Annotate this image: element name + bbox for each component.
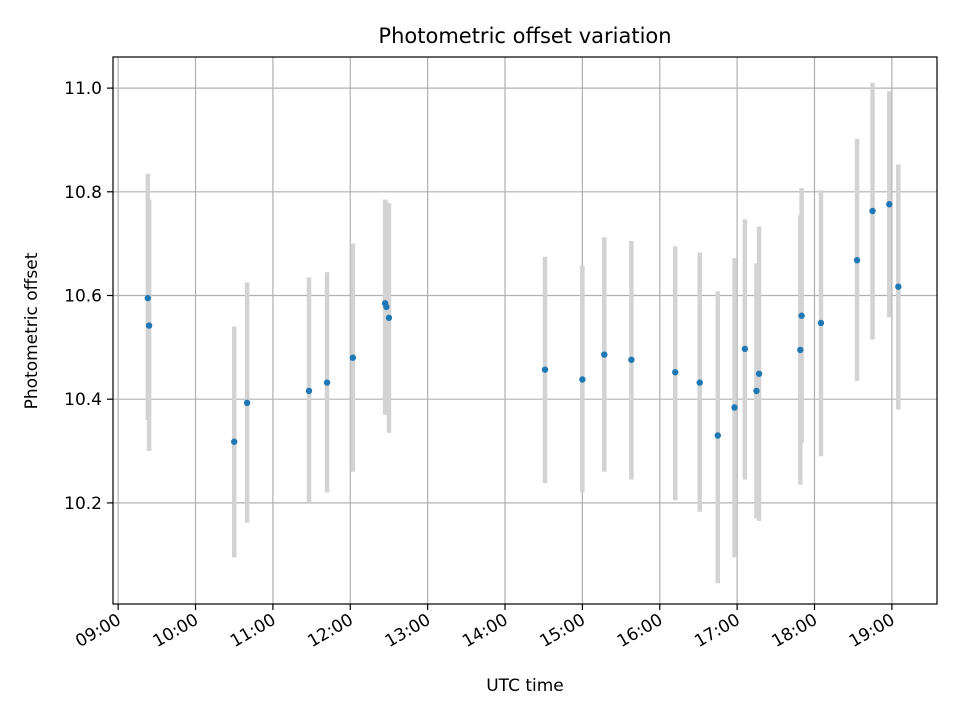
grid-lines (113, 57, 937, 604)
data-point (753, 387, 760, 395)
y-tick-label: 10.4 (64, 390, 102, 410)
data-point (145, 322, 153, 329)
x-tick-label: 16:00 (614, 610, 666, 652)
y-axis-ticks: 10.2 10.4 10.6 10.8 11.0 (64, 79, 113, 514)
data-point (797, 346, 804, 354)
y-tick-label: 10.6 (64, 287, 102, 307)
x-tick-label: 19:00 (846, 610, 898, 652)
data-point (886, 201, 893, 208)
data-point (628, 356, 635, 363)
x-tick-label: 12:00 (304, 610, 356, 652)
x-axis-label: UTC time (486, 676, 564, 696)
error-bars (145, 82, 901, 584)
data-point (696, 379, 703, 386)
plot-frame (112, 56, 938, 605)
data-point (385, 314, 393, 321)
y-axis-label: Photometric offset (22, 252, 42, 409)
data-point (383, 303, 390, 311)
data-point (817, 319, 825, 327)
chart-title: Photometric offset variation (378, 24, 671, 48)
data-point (601, 351, 608, 358)
x-tick-label: 09:00 (72, 610, 124, 652)
x-tick-label: 18:00 (769, 610, 821, 652)
data-point (853, 257, 861, 264)
x-tick-label: 13:00 (382, 610, 434, 652)
data-points (144, 201, 902, 445)
data-point (895, 283, 902, 290)
data-point (349, 354, 357, 361)
data-point (323, 379, 331, 386)
data-point (755, 370, 763, 377)
x-tick-label: 14:00 (459, 610, 511, 652)
x-tick-label: 17:00 (691, 610, 743, 652)
data-point (741, 345, 749, 353)
data-point (869, 207, 876, 215)
x-tick-label: 11:00 (227, 610, 279, 652)
y-tick-label: 10.8 (64, 183, 102, 203)
data-point (798, 312, 805, 319)
data-point (243, 399, 251, 407)
x-axis-ticks: 09:00 10:00 11:00 12:00 13:00 14:00 15:00 16:00… (72, 604, 898, 652)
data-point (144, 294, 152, 302)
x-tick-label: 15:00 (536, 610, 588, 652)
data-point (731, 404, 738, 411)
y-tick-label: 10.2 (64, 494, 102, 514)
y-tick-label: 11.0 (64, 79, 102, 99)
data-point (541, 366, 549, 373)
data-point (714, 432, 721, 439)
data-point (579, 376, 586, 383)
data-point (231, 438, 238, 445)
data-point (672, 369, 679, 376)
data-point (305, 387, 313, 395)
x-tick-label: 10:00 (150, 610, 202, 652)
